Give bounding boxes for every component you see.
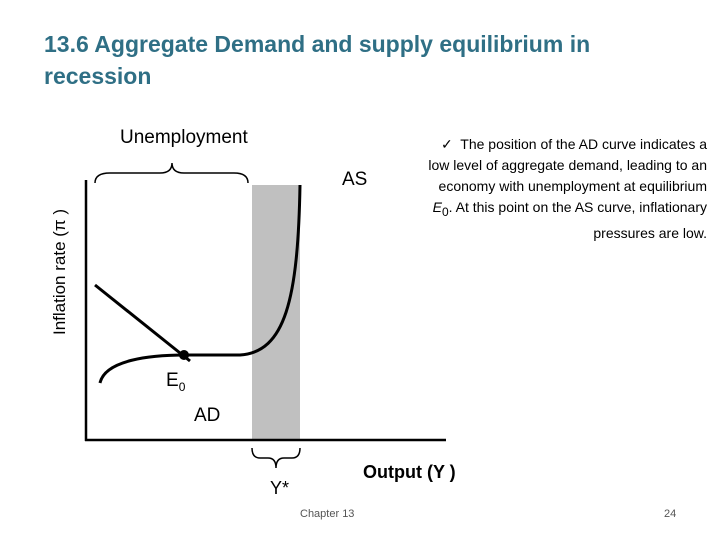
unemployment-brace [94, 162, 249, 184]
equilibrium-point [179, 350, 189, 360]
equilibrium-text: E [166, 370, 179, 391]
unemployment-label: Unemployment [120, 127, 248, 148]
x-axis-label: Output (Y ) [363, 462, 456, 482]
bullet-eq: E [432, 199, 442, 215]
bullet-mark: ✓ [441, 136, 453, 152]
potential-output-band [252, 185, 300, 440]
equilibrium-label: E0 [166, 370, 185, 394]
ad-curve [94, 283, 191, 363]
bullet-after: . At this point on the AS curve, inflati… [448, 199, 707, 241]
slide-title: 13.6 Aggregate Demand and supply equilib… [44, 31, 591, 89]
as-label: AS [342, 169, 368, 190]
footer-page: 24 [664, 508, 677, 520]
potential-output-label: Y* [270, 478, 290, 498]
equilibrium-subscript: 0 [178, 379, 186, 394]
bullet-eq-sub: 0 [441, 204, 449, 219]
y-axis-label: Inflation rate (π ) [50, 208, 69, 336]
ad-label: AD [194, 405, 221, 426]
bullet-before: The position of the AD curve indicates a… [428, 136, 707, 194]
potential-output-brace [251, 447, 301, 469]
footer-chapter: Chapter 13 [300, 508, 355, 520]
as-curve [98, 184, 302, 384]
bullet-text: ✓ The position of the AD curve indicates… [422, 134, 707, 244]
